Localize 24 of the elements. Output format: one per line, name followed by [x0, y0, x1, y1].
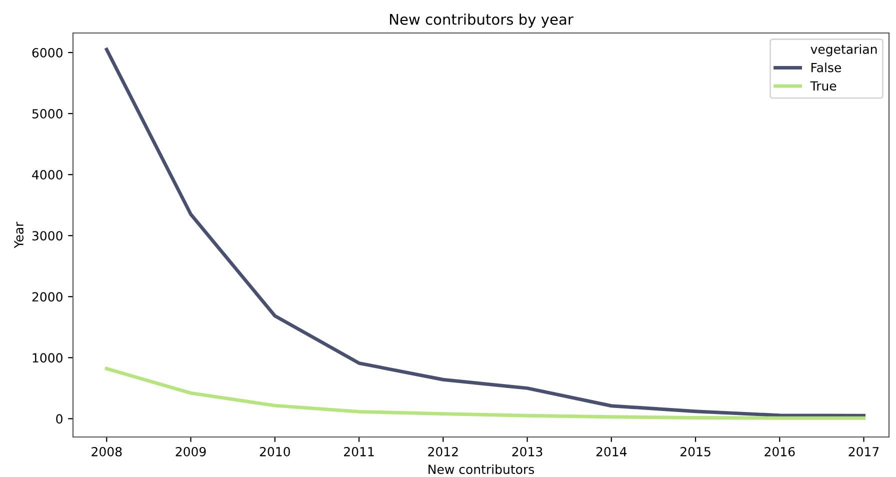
- y-tick-label: 3000: [32, 231, 62, 241]
- line-series: [104, 366, 866, 420]
- x-tick-label: 2017: [848, 446, 879, 456]
- x-axis-title: New contributors: [428, 464, 534, 474]
- legend-title: vegetarian: [810, 44, 877, 56]
- x-tick-label: 2011: [344, 446, 374, 456]
- chart-title: New contributors by year: [390, 14, 574, 28]
- x-tick-label: 2016: [764, 446, 795, 456]
- y-tick-label: 0: [56, 414, 62, 424]
- legend-label: False: [812, 62, 841, 72]
- x-tick-label: 2014: [596, 446, 627, 456]
- y-tick-label: 6000: [32, 48, 62, 58]
- y-tick-label: 4000: [32, 170, 62, 180]
- x-tick-label: 2008: [92, 446, 122, 456]
- y-tick-label: 5000: [32, 109, 62, 118]
- x-tick-label: 2012: [428, 446, 458, 456]
- x-tick-label: 2015: [680, 446, 710, 456]
- legend-label: True: [810, 81, 836, 91]
- x-tick-label: 2010: [260, 446, 290, 456]
- x-tick-label: 2009: [176, 446, 206, 456]
- x-tick-label: 2013: [512, 446, 542, 456]
- y-axis-title: Year: [14, 222, 24, 248]
- y-tick-label: 1000: [32, 353, 62, 363]
- y-tick-label: 2000: [32, 292, 62, 302]
